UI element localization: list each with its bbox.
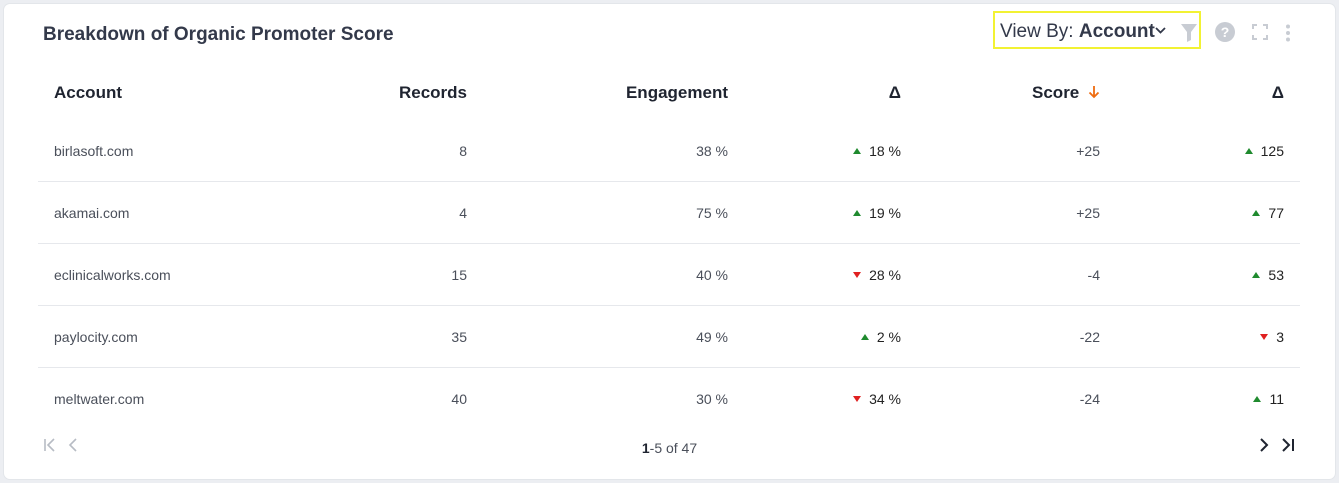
cell-score: +25 [917, 181, 1116, 244]
column-header-score-delta[interactable]: Δ [1271, 83, 1284, 102]
cell-score-delta-value: 3 [1276, 328, 1284, 345]
cell-engagement-delta-value: 34 % [869, 390, 901, 407]
cell-score-delta: 125 [1116, 120, 1300, 182]
cell-engagement-delta-value: 19 % [869, 204, 901, 221]
cell-engagement-delta-value: 28 % [869, 266, 901, 283]
trend-up-icon [860, 333, 869, 340]
table-row[interactable]: birlasoft.com 8 38 % 18 % +25 125 [38, 120, 1300, 182]
next-page-icon[interactable] [1259, 438, 1269, 452]
cell-score-delta: 3 [1116, 305, 1300, 368]
pagination-range-rest: -5 of 47 [649, 440, 698, 456]
chevron-down-icon [1155, 27, 1166, 34]
cell-engagement-delta: 19 % [744, 181, 917, 244]
cell-engagement: 49 % [483, 305, 744, 368]
column-header-account[interactable]: Account [54, 83, 122, 102]
cell-engagement: 40 % [483, 243, 744, 306]
trend-up-icon [1253, 395, 1262, 402]
cell-engagement: 38 % [696, 142, 728, 159]
cell-records: 15 [268, 243, 483, 306]
widget-card: Breakdown of Organic Promoter Score View… [4, 4, 1335, 479]
help-icon[interactable]: ? [1215, 22, 1235, 42]
sort-desc-icon [1088, 86, 1100, 99]
column-header-engagement[interactable]: Engagement [625, 83, 728, 102]
cell-score-delta-value: 53 [1268, 266, 1284, 283]
view-by-dropdown[interactable]: View By: Account [993, 11, 1201, 49]
cell-engagement: 30 % [483, 367, 744, 429]
widget-title: Breakdown of Organic Promoter Score [43, 24, 394, 45]
view-by-label: View By: [1000, 21, 1074, 42]
breakdown-table: Account Records Engagement Δ Score Δ bir… [38, 66, 1300, 429]
cell-engagement-delta-value: 2 % [876, 328, 901, 345]
last-page-icon[interactable] [1281, 438, 1295, 452]
cell-account: paylocity.com [38, 305, 268, 368]
cell-records: 4 [268, 181, 483, 244]
trend-up-icon [1252, 209, 1261, 216]
cell-records: 8 [459, 142, 467, 159]
cell-records: 35 [268, 305, 483, 368]
cell-account: eclinicalworks.com [38, 243, 268, 306]
trend-down-icon [1260, 333, 1269, 340]
score-header-label: Score [1032, 83, 1080, 102]
table-row[interactable]: paylocity.com 35 49 % 2 % -22 3 [38, 305, 1300, 368]
fullscreen-icon[interactable] [1252, 24, 1268, 40]
cell-engagement-delta: 34 % [744, 367, 917, 429]
cell-score-delta: 77 [1116, 181, 1300, 244]
cell-score-delta-value: 11 [1269, 390, 1284, 407]
more-vertical-icon[interactable] [1285, 24, 1291, 42]
table-row[interactable]: eclinicalworks.com 15 40 % 28 % -4 53 [38, 243, 1300, 306]
cell-engagement-delta-value: 18 % [869, 142, 901, 159]
pagination-info: 1-5 of 47 [4, 440, 1335, 456]
trend-up-icon [1244, 147, 1253, 154]
table-row[interactable]: akamai.com 4 75 % 19 % +25 77 [38, 181, 1300, 244]
column-header-records[interactable]: Records [398, 83, 467, 102]
trend-down-icon [853, 271, 862, 278]
cell-engagement: 75 % [483, 181, 744, 244]
cell-engagement-delta: 18 % [744, 120, 917, 182]
svg-text:?: ? [1221, 24, 1230, 40]
cell-score-delta: 11 [1116, 367, 1300, 429]
trend-up-icon [1252, 271, 1261, 278]
cell-score-delta-value: 77 [1268, 204, 1284, 221]
trend-down-icon [853, 395, 862, 402]
cell-score-delta: 53 [1116, 243, 1300, 306]
column-header-engagement-delta[interactable]: Δ [888, 83, 901, 102]
trend-up-icon [853, 147, 862, 154]
column-header-score[interactable]: Score [917, 66, 1116, 120]
cell-score: -24 [917, 367, 1116, 429]
cell-score-delta-value: 125 [1260, 142, 1284, 159]
cell-account: birlasoft.com [54, 142, 134, 159]
first-page-icon[interactable] [43, 438, 57, 452]
pagination: 1-5 of 47 [4, 434, 1335, 464]
cell-engagement-delta: 28 % [744, 243, 917, 306]
previous-page-icon[interactable] [68, 438, 78, 452]
cell-account: meltwater.com [38, 367, 268, 429]
cell-score: +25 [1076, 142, 1100, 159]
filter-icon[interactable] [1181, 24, 1197, 42]
table-row[interactable]: meltwater.com 40 30 % 34 % -24 11 [38, 367, 1300, 429]
view-by-value: Account [1078, 21, 1155, 42]
table-header-row: Account Records Engagement Δ Score Δ [38, 66, 1300, 120]
cell-account: akamai.com [38, 181, 268, 244]
trend-up-icon [853, 209, 862, 216]
cell-engagement-delta: 2 % [744, 305, 917, 368]
view-by-text: View By: Account [1000, 21, 1155, 43]
pagination-range-start: 1 [641, 440, 650, 456]
cell-score: -4 [917, 243, 1116, 306]
cell-score: -22 [917, 305, 1116, 368]
cell-records: 40 [268, 367, 483, 429]
